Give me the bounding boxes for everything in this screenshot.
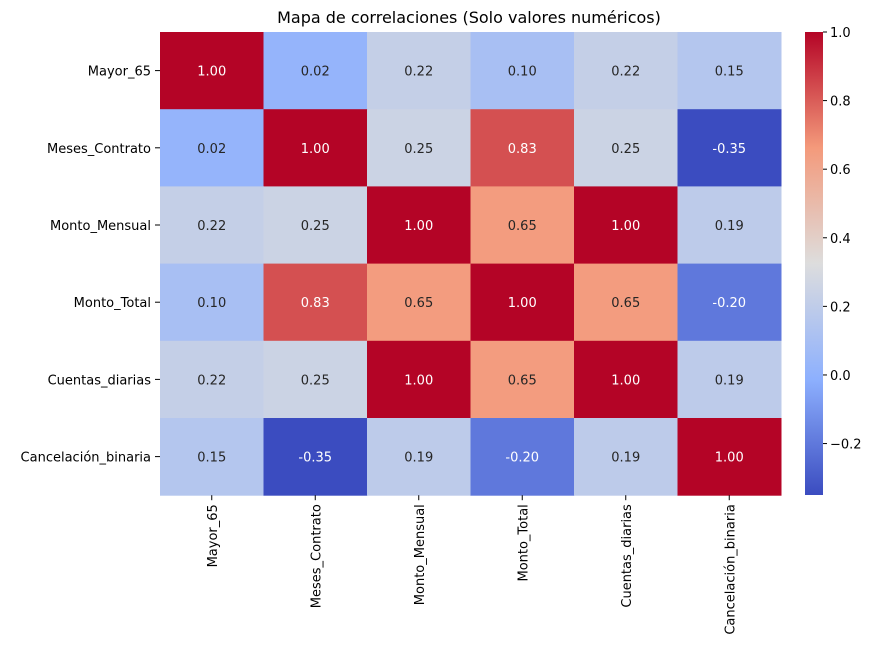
heatmap-cell [367, 32, 471, 110]
cell-value-label: 0.19 [715, 219, 744, 234]
cell-value-label: 0.22 [197, 373, 226, 388]
heatmap-cell [470, 109, 575, 187]
colorbar-tick-label: 0.8 [830, 95, 851, 110]
colorbar-tick-label: 0.4 [830, 232, 851, 247]
cell-value-label: 0.65 [404, 296, 433, 311]
heatmap-cell [367, 340, 471, 419]
heatmap-cell [160, 263, 264, 342]
y-tick-label: Cancelación_binaria [21, 451, 151, 466]
heatmap-cell [677, 418, 782, 496]
y-tick-label: Mayor_65 [88, 65, 151, 80]
heatmap-cell [263, 32, 368, 110]
cell-value-label: 0.83 [301, 296, 330, 311]
heatmap-cells: 1.00 0.02 0.22 0.10 0.22 0.15 0.02 1.00 0.25 0.83… [160, 32, 782, 496]
y-tick-label: Monto_Total [74, 296, 151, 311]
y-tick-label: Monto_Mensual [50, 219, 151, 234]
cell-value-label: 0.65 [611, 296, 640, 311]
heatmap-cell [470, 418, 575, 496]
heatmap-cell [470, 186, 575, 265]
colorbar-tick-label: 0.6 [830, 163, 851, 178]
heatmap-cell [677, 32, 782, 110]
cell-value-label: 0.83 [508, 142, 537, 157]
x-tick-label: Cancelación_binaria [723, 504, 738, 634]
cell-value-label: 0.25 [611, 142, 640, 157]
heatmap-cell [574, 109, 678, 187]
y-tick-label: Meses_Contrato [47, 142, 151, 157]
colorbar-tick-label: 0.0 [830, 369, 851, 384]
x-tick-label: Cuentas_diarias [620, 504, 635, 608]
cell-value-label: 0.65 [508, 219, 537, 234]
heatmap-cell [367, 186, 471, 265]
cell-value-label: 1.00 [404, 219, 433, 234]
cell-value-label: 1.00 [197, 65, 226, 80]
cell-value-label: 1.00 [508, 296, 537, 311]
cell-value-label: 0.25 [301, 219, 330, 234]
cell-value-label: 0.19 [715, 373, 744, 388]
heatmap-cell [263, 418, 368, 496]
cell-value-label: 0.22 [197, 219, 226, 234]
heatmap-cell [677, 340, 782, 419]
heatmap-cell [263, 186, 368, 265]
cell-value-label: 1.00 [611, 219, 640, 234]
x-tick-labels: Mayor_65 Meses_Contrato Monto_Mensual Monto… [206, 495, 738, 635]
heatmap-cell [367, 109, 471, 187]
cell-value-label: -0.20 [505, 451, 539, 466]
heatmap-cell [470, 340, 575, 419]
x-tick-label: Monto_Mensual [413, 504, 428, 605]
chart-title: Mapa de correlaciones (Solo valores numé… [277, 8, 661, 27]
cell-value-label: -0.35 [712, 142, 746, 157]
heatmap-cell [470, 32, 575, 110]
cell-value-label: 0.19 [404, 451, 433, 466]
heatmap-cell [160, 186, 264, 265]
heatmap-cell [160, 340, 264, 419]
cell-value-label: 0.10 [197, 296, 226, 311]
heatmap-cell [574, 32, 678, 110]
heatmap-cell [263, 263, 368, 342]
cell-value-label: 1.00 [404, 373, 433, 388]
x-tick-label: Monto_Total [516, 504, 531, 581]
heatmap-cell [574, 186, 678, 265]
cell-value-label: -0.20 [712, 296, 746, 311]
cell-value-label: 0.15 [197, 451, 226, 466]
heatmap-cell [367, 263, 471, 342]
y-tick-labels: Mayor_65 Meses_Contrato Monto_Mensual Monto… [21, 65, 160, 466]
heatmap-cell [367, 418, 471, 496]
y-tick-label: Cuentas_diarias [48, 373, 152, 388]
cell-value-label: 0.15 [715, 65, 744, 80]
cell-value-label: 1.00 [301, 142, 330, 157]
heatmap-cell [574, 418, 678, 496]
colorbar-tick-label: −0.2 [830, 438, 862, 453]
heatmap-cell [677, 109, 782, 187]
colorbar-gradient [805, 32, 823, 495]
cell-value-label: 1.00 [611, 373, 640, 388]
heatmap-cell [574, 263, 678, 342]
heatmap-cell [470, 263, 575, 342]
colorbar: −0.2 0.0 0.2 0.4 0.6 0.8 1.0 [805, 26, 862, 495]
cell-value-label: 0.22 [611, 65, 640, 80]
heatmap-cell [160, 109, 264, 187]
colorbar-tick-label: 0.2 [830, 300, 851, 315]
colorbar-tick-label: 1.0 [830, 26, 851, 41]
cell-value-label: 0.02 [301, 65, 330, 80]
cell-value-label: 0.22 [404, 65, 433, 80]
heatmap-cell [677, 186, 782, 265]
heatmap-cell [263, 340, 368, 419]
heatmap-cell [677, 263, 782, 342]
cell-value-label: 0.10 [508, 65, 537, 80]
cell-value-label: 0.25 [404, 142, 433, 157]
cell-value-label: 0.25 [301, 373, 330, 388]
cell-value-label: 0.02 [197, 142, 226, 157]
cell-value-label: 0.65 [508, 373, 537, 388]
heatmap-cell [160, 418, 264, 496]
heatmap-cell [263, 109, 368, 187]
cell-value-label: 0.19 [611, 451, 640, 466]
heatmap-cell [574, 340, 678, 419]
heatmap-cell [160, 32, 264, 110]
cell-value-label: -0.35 [298, 451, 332, 466]
x-tick-label: Meses_Contrato [309, 504, 324, 608]
x-tick-label: Mayor_65 [206, 504, 221, 567]
cell-value-label: 1.00 [715, 451, 744, 466]
